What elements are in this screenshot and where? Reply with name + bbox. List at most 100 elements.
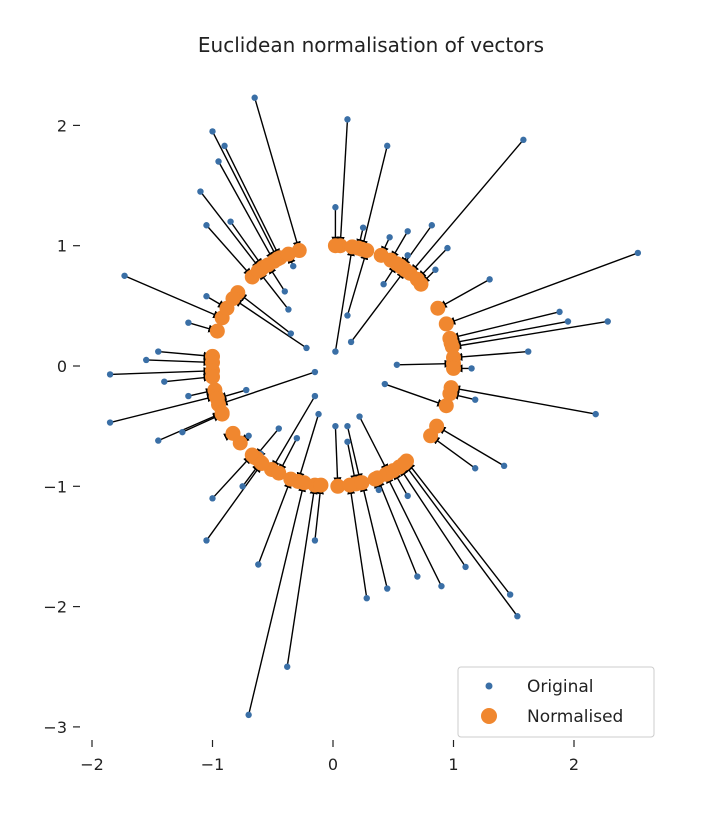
normalised-point (397, 262, 413, 278)
original-point (359, 224, 367, 231)
original-point (514, 613, 521, 620)
arrow (384, 383, 448, 407)
original-point (380, 280, 387, 288)
normalised-point (330, 478, 346, 494)
normalised-point (444, 339, 460, 355)
original-point (381, 380, 389, 388)
arrow (436, 278, 490, 309)
original-point (179, 428, 186, 436)
arrow (247, 481, 306, 716)
arrow (398, 466, 467, 568)
original-point (404, 492, 411, 500)
original-point (243, 386, 250, 394)
original-point (197, 188, 204, 195)
arrow (205, 224, 253, 278)
normalised-point (354, 475, 370, 491)
original-point (471, 396, 479, 403)
original-point (155, 437, 162, 444)
normalised-point (280, 246, 296, 262)
original-point (332, 422, 339, 430)
y-tick-label: 2 (57, 116, 67, 135)
arrow (237, 292, 292, 335)
original-point (506, 591, 514, 598)
normalised-point (214, 406, 230, 422)
arrow (333, 426, 342, 488)
original-point (438, 582, 445, 590)
normalised-point (359, 243, 375, 259)
original-point (347, 338, 355, 346)
original-point (143, 356, 150, 364)
normalised-point (446, 360, 461, 376)
original-point (556, 308, 563, 316)
y-tick-label: −1 (43, 477, 67, 496)
original-point (311, 368, 319, 376)
original-point (311, 537, 319, 544)
arrow (270, 395, 316, 471)
original-point (520, 136, 527, 144)
arrow (346, 249, 369, 316)
original-point (332, 348, 339, 355)
original-point (564, 318, 572, 325)
arrow (124, 275, 224, 319)
original-point (185, 392, 192, 400)
legend-normalised-label: Normalised (527, 707, 623, 727)
legend: Original Normalised (457, 666, 655, 738)
arrow (403, 462, 518, 617)
arrow (334, 245, 355, 352)
original-point (386, 234, 393, 241)
arrow (376, 476, 418, 577)
original-point (468, 365, 475, 372)
legend-normalised-marker (481, 708, 497, 724)
original-point (604, 318, 611, 325)
arrow (336, 119, 349, 247)
y-tick-label: −3 (43, 718, 67, 737)
normalised-point (413, 276, 429, 292)
arrow (350, 268, 406, 343)
original-point (239, 483, 246, 490)
original-point (106, 419, 114, 426)
normalised-point (423, 428, 439, 444)
normalised-point (296, 475, 312, 491)
arrow (110, 367, 214, 376)
normalised-point (205, 369, 220, 385)
arrow (257, 478, 292, 565)
original-point (209, 128, 216, 135)
chart-title: Euclidean normalisation of vectors (198, 33, 544, 57)
normalised-point (313, 477, 329, 493)
original-point (209, 495, 216, 502)
original-point (375, 486, 382, 494)
normalised-point (225, 291, 241, 307)
original-point (344, 116, 351, 123)
arrow (314, 484, 324, 541)
x-tick-label: −2 (80, 755, 104, 774)
arrow (450, 320, 569, 346)
normalised-point (209, 323, 225, 339)
original-point (634, 249, 642, 257)
arrow (360, 145, 388, 251)
original-point (384, 585, 391, 592)
original-point (203, 293, 210, 300)
arrows-layer (109, 97, 639, 716)
original-point (275, 425, 282, 432)
arrow (158, 350, 214, 360)
arrow (146, 358, 214, 367)
legend-original-marker (485, 682, 493, 690)
original-point (293, 434, 301, 442)
original-point (121, 272, 128, 279)
original-point (155, 348, 162, 355)
normalised-point (271, 465, 287, 481)
original-point (303, 344, 310, 352)
arrow (347, 484, 368, 599)
original-point (203, 537, 210, 544)
normalised-point (438, 398, 454, 414)
original-point (290, 262, 297, 270)
legend-box (457, 666, 655, 738)
arrow (396, 359, 455, 368)
original-point (486, 276, 493, 283)
arrow (217, 161, 275, 263)
normalised-point (385, 463, 401, 479)
original-point (315, 410, 322, 418)
original-point (285, 306, 292, 313)
normalised-point (342, 477, 358, 493)
normalised-point (260, 257, 276, 273)
